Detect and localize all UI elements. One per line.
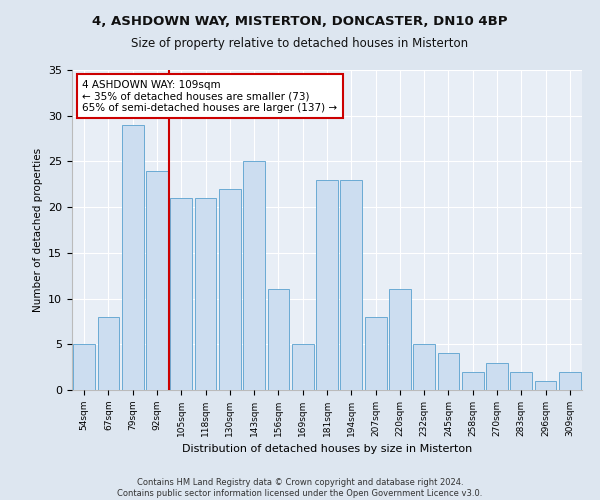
Text: Contains HM Land Registry data © Crown copyright and database right 2024.
Contai: Contains HM Land Registry data © Crown c… bbox=[118, 478, 482, 498]
Bar bbox=[389, 290, 411, 390]
Bar bbox=[73, 344, 95, 390]
Bar bbox=[146, 170, 168, 390]
Bar bbox=[365, 317, 386, 390]
Bar bbox=[97, 317, 119, 390]
Y-axis label: Number of detached properties: Number of detached properties bbox=[32, 148, 43, 312]
Bar bbox=[535, 381, 556, 390]
Text: 4, ASHDOWN WAY, MISTERTON, DONCASTER, DN10 4BP: 4, ASHDOWN WAY, MISTERTON, DONCASTER, DN… bbox=[92, 15, 508, 28]
Bar bbox=[243, 162, 265, 390]
Bar bbox=[437, 354, 460, 390]
Bar bbox=[511, 372, 532, 390]
Bar bbox=[316, 180, 338, 390]
Bar bbox=[219, 189, 241, 390]
Bar bbox=[559, 372, 581, 390]
Bar bbox=[486, 362, 508, 390]
Bar bbox=[170, 198, 192, 390]
Bar bbox=[194, 198, 217, 390]
Bar bbox=[292, 344, 314, 390]
Bar bbox=[462, 372, 484, 390]
Bar bbox=[268, 290, 289, 390]
Bar bbox=[413, 344, 435, 390]
Text: 4 ASHDOWN WAY: 109sqm
← 35% of detached houses are smaller (73)
65% of semi-deta: 4 ASHDOWN WAY: 109sqm ← 35% of detached … bbox=[82, 80, 337, 113]
Bar bbox=[340, 180, 362, 390]
Bar bbox=[122, 125, 143, 390]
X-axis label: Distribution of detached houses by size in Misterton: Distribution of detached houses by size … bbox=[182, 444, 472, 454]
Text: Size of property relative to detached houses in Misterton: Size of property relative to detached ho… bbox=[131, 38, 469, 51]
